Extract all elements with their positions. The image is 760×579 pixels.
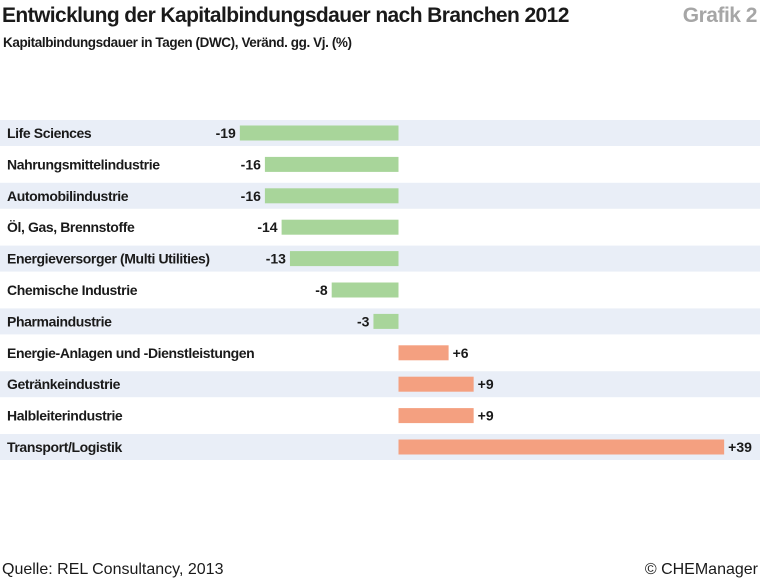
bar — [398, 408, 474, 424]
bar — [289, 251, 399, 267]
bar — [264, 156, 399, 172]
category-label: Life Sciences — [7, 125, 92, 141]
value-label: -13 — [266, 251, 286, 267]
category-label: Energieversorger (Multi Utilities) — [7, 251, 210, 267]
bar — [281, 219, 399, 235]
value-label: +9 — [478, 408, 494, 424]
bar — [264, 188, 399, 204]
value-label: -16 — [241, 156, 261, 172]
category-label: Chemische Industrie — [7, 282, 138, 298]
category-label: Nahrungsmittelindustrie — [7, 156, 160, 172]
bar — [398, 376, 474, 392]
value-label: -16 — [241, 188, 261, 204]
value-label: +9 — [478, 376, 494, 392]
bar — [331, 282, 399, 298]
source-note: Quelle: REL Consultancy, 2013 — [2, 561, 224, 578]
row-band — [0, 371, 760, 398]
category-label: Getränkeindustrie — [7, 376, 121, 392]
value-label: -3 — [357, 313, 370, 329]
chart-subtitle: Kapitalbindungsdauer in Tagen (DWC), Ver… — [3, 35, 352, 50]
bar — [373, 313, 399, 329]
figure-label: Grafik 2 — [682, 4, 758, 27]
value-label: +6 — [453, 345, 469, 361]
category-label: Pharmaindustrie — [7, 313, 112, 329]
category-label: Öl, Gas, Brennstoffe — [7, 219, 135, 235]
category-label: Automobilindustrie — [7, 188, 129, 204]
bar — [239, 125, 399, 141]
category-label: Halbleiterindustrie — [7, 408, 123, 424]
category-label: Transport/Logistik — [7, 439, 123, 455]
value-label: -14 — [257, 219, 277, 235]
bar — [398, 345, 449, 361]
value-label: -8 — [315, 282, 328, 298]
value-label: -19 — [216, 125, 236, 141]
chart-title: Entwicklung der Kapitalbindungsdauer nac… — [2, 4, 569, 27]
bar — [398, 439, 725, 455]
value-label: +39 — [728, 439, 752, 455]
category-label: Energie-Anlagen und -Dienstleistungen — [7, 345, 254, 361]
copyright-note: © CHEManager — [644, 561, 758, 578]
